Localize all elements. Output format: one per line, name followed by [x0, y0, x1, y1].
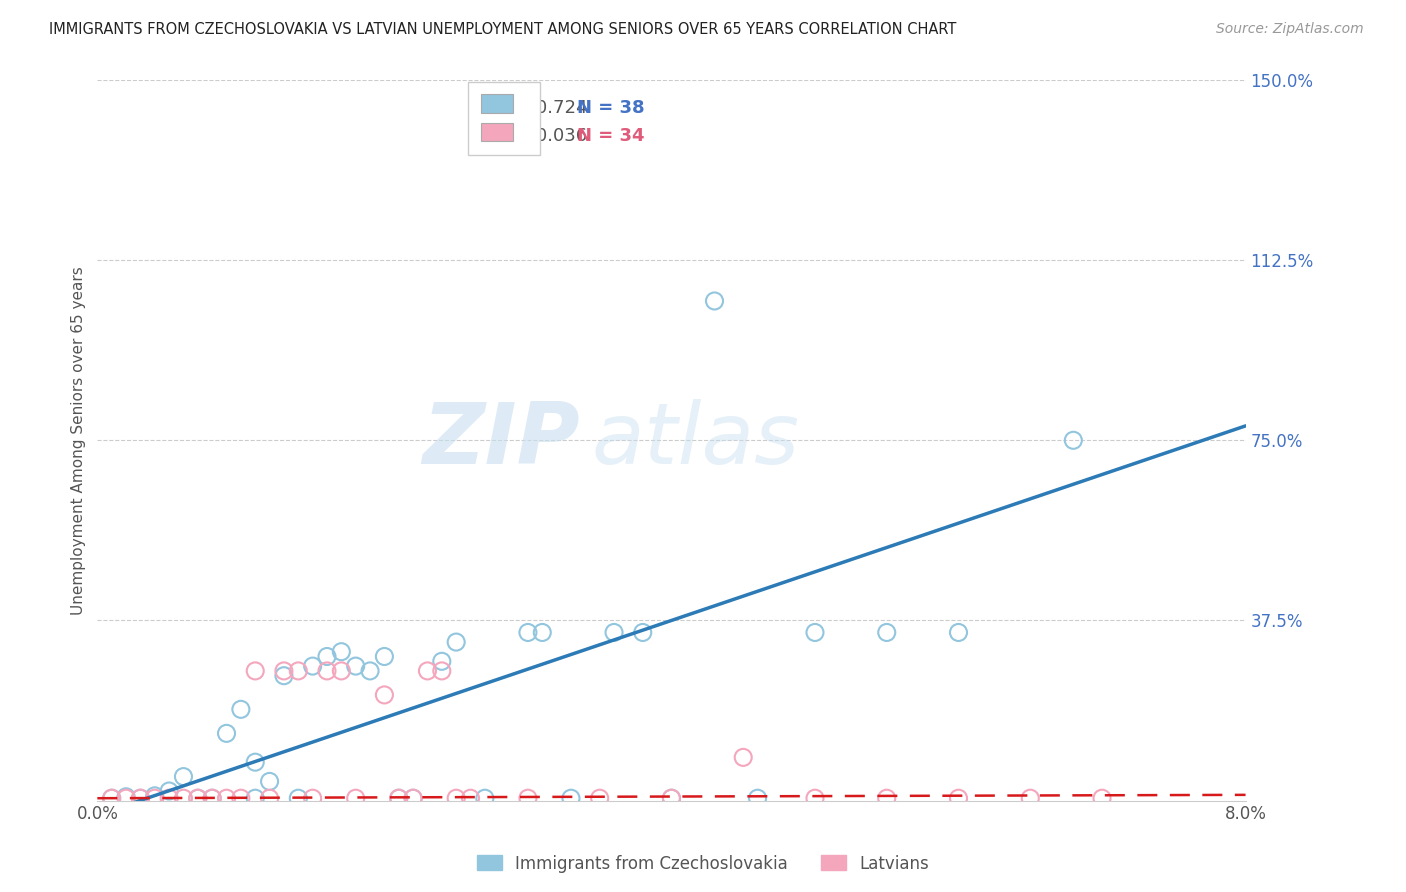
Point [215, 726, 238, 740]
Point [115, 791, 138, 805]
Point [172, 770, 194, 784]
Point [143, 789, 166, 803]
Point [245, 791, 267, 805]
Point [129, 791, 152, 805]
Point [344, 659, 367, 673]
Text: R = 0.724: R = 0.724 [496, 99, 588, 118]
Text: atlas: atlas [591, 399, 799, 482]
Point [259, 791, 281, 805]
Point [129, 791, 152, 805]
Point [201, 791, 224, 805]
Point [560, 791, 582, 805]
Point [460, 791, 482, 805]
Point [661, 791, 683, 805]
Point [733, 750, 755, 764]
Point [388, 791, 411, 805]
Point [100, 791, 122, 805]
Point [259, 774, 281, 789]
Point [287, 791, 309, 805]
Legend: , : , [468, 82, 540, 155]
Point [373, 649, 395, 664]
Point [316, 664, 339, 678]
Point [876, 791, 898, 805]
Point [516, 791, 538, 805]
Point [430, 664, 453, 678]
Text: N = 38: N = 38 [578, 99, 645, 118]
Point [948, 625, 970, 640]
Text: ZIP: ZIP [422, 399, 579, 482]
Point [531, 625, 554, 640]
Point [330, 664, 353, 678]
Point [1091, 791, 1114, 805]
Point [589, 791, 612, 805]
Point [201, 791, 224, 805]
Point [747, 791, 769, 805]
Point [229, 791, 252, 805]
Point [948, 791, 970, 805]
Text: N = 34: N = 34 [578, 127, 645, 145]
Text: Source: ZipAtlas.com: Source: ZipAtlas.com [1216, 22, 1364, 37]
Point [388, 791, 411, 805]
Point [143, 791, 166, 805]
Text: IMMIGRANTS FROM CZECHOSLOVAKIA VS LATVIAN UNEMPLOYMENT AMONG SENIORS OVER 65 YEA: IMMIGRANTS FROM CZECHOSLOVAKIA VS LATVIA… [49, 22, 956, 37]
Point [344, 791, 367, 805]
Point [287, 664, 309, 678]
Point [157, 791, 180, 805]
Point [474, 791, 496, 805]
Point [115, 789, 138, 804]
Point [804, 625, 827, 640]
Point [245, 664, 267, 678]
Point [157, 784, 180, 798]
Point [516, 625, 538, 640]
Point [804, 791, 827, 805]
Point [1062, 434, 1084, 448]
Point [430, 654, 453, 668]
Point [876, 625, 898, 640]
Point [416, 664, 439, 678]
Point [187, 791, 209, 805]
Text: R = 0.036: R = 0.036 [496, 127, 588, 145]
Legend: Immigrants from Czechoslovakia, Latvians: Immigrants from Czechoslovakia, Latvians [470, 848, 936, 880]
Point [172, 791, 194, 805]
Point [187, 791, 209, 805]
Point [661, 791, 683, 805]
Point [316, 649, 339, 664]
Point [603, 625, 626, 640]
Point [100, 791, 122, 805]
Point [273, 669, 295, 683]
Point [373, 688, 395, 702]
Point [301, 791, 323, 805]
Point [301, 659, 323, 673]
Point [444, 635, 467, 649]
Point [402, 791, 425, 805]
Point [402, 791, 425, 805]
Point [444, 791, 467, 805]
Point [330, 645, 353, 659]
Point [229, 702, 252, 716]
Point [215, 791, 238, 805]
Point [359, 664, 381, 678]
Point [703, 293, 725, 308]
Y-axis label: Unemployment Among Seniors over 65 years: Unemployment Among Seniors over 65 years [72, 266, 86, 615]
Point [1019, 791, 1042, 805]
Point [245, 755, 267, 769]
Point [273, 664, 295, 678]
Point [631, 625, 654, 640]
